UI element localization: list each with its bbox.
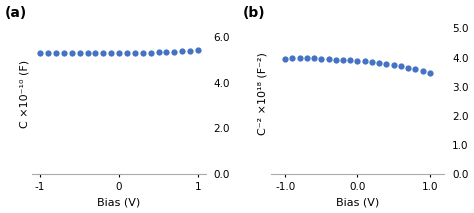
X-axis label: Bias (V): Bias (V)	[336, 197, 379, 207]
Y-axis label: C ×10⁻¹⁰ (F): C ×10⁻¹⁰ (F)	[19, 60, 29, 128]
Text: (a): (a)	[4, 6, 27, 20]
Y-axis label: C⁻² ×10¹⁸ (F⁻²): C⁻² ×10¹⁸ (F⁻²)	[258, 53, 268, 135]
X-axis label: Bias (V): Bias (V)	[98, 197, 141, 207]
Text: (b): (b)	[243, 6, 265, 20]
